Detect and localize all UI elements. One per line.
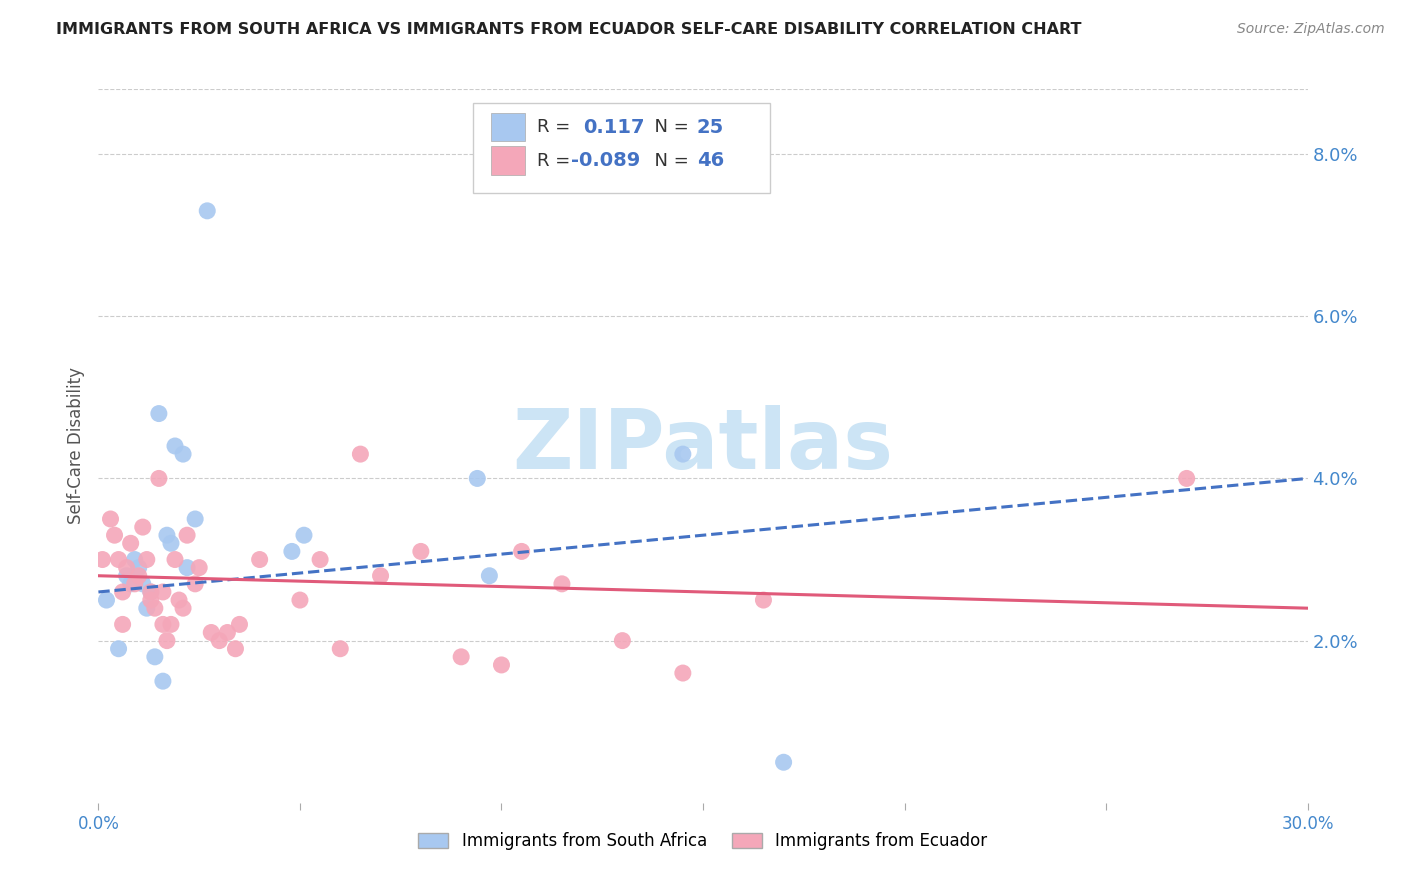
Point: [139, 593, 162, 607]
Point: [752, 593, 775, 607]
Point: [309, 552, 332, 566]
Text: R =: R =: [537, 118, 576, 136]
Point: [478, 568, 501, 582]
Point: [103, 528, 125, 542]
Point: [152, 617, 174, 632]
Point: [135, 601, 157, 615]
Point: [143, 649, 166, 664]
Point: [124, 577, 146, 591]
Point: [156, 528, 179, 542]
Point: [288, 593, 311, 607]
Point: [148, 471, 170, 485]
Point: [370, 568, 392, 582]
Point: [107, 641, 129, 656]
FancyBboxPatch shape: [492, 112, 526, 141]
Point: [160, 617, 183, 632]
Point: [135, 552, 157, 566]
Y-axis label: Self-Care Disability: Self-Care Disability: [66, 368, 84, 524]
Text: N =: N =: [643, 118, 695, 136]
Point: [672, 666, 695, 681]
Text: ZIPatlas: ZIPatlas: [513, 406, 893, 486]
Point: [409, 544, 432, 558]
Text: 46: 46: [697, 151, 724, 170]
Point: [292, 528, 315, 542]
Point: [152, 674, 174, 689]
Point: [139, 585, 162, 599]
Point: [281, 544, 304, 558]
Point: [224, 641, 246, 656]
Point: [111, 617, 134, 632]
Point: [612, 633, 634, 648]
Text: 0.117: 0.117: [583, 118, 645, 136]
Legend: Immigrants from South Africa, Immigrants from Ecuador: Immigrants from South Africa, Immigrants…: [411, 824, 995, 859]
Point: [195, 203, 218, 218]
Text: Source: ZipAtlas.com: Source: ZipAtlas.com: [1237, 22, 1385, 37]
Point: [124, 552, 146, 566]
Point: [200, 625, 222, 640]
Point: [176, 560, 198, 574]
Point: [184, 512, 207, 526]
Point: [249, 552, 271, 566]
Text: N =: N =: [643, 152, 695, 169]
Point: [349, 447, 371, 461]
Point: [107, 552, 129, 566]
Point: [100, 512, 122, 526]
Point: [132, 520, 155, 534]
Point: [96, 593, 118, 607]
Point: [143, 601, 166, 615]
Point: [160, 536, 183, 550]
Point: [1175, 471, 1198, 485]
Point: [163, 552, 186, 566]
Point: [132, 577, 155, 591]
Point: [772, 756, 794, 770]
Text: IMMIGRANTS FROM SOUTH AFRICA VS IMMIGRANTS FROM ECUADOR SELF-CARE DISABILITY COR: IMMIGRANTS FROM SOUTH AFRICA VS IMMIGRAN…: [56, 22, 1081, 37]
Point: [329, 641, 352, 656]
Point: [491, 657, 513, 672]
Point: [115, 560, 138, 574]
Point: [217, 625, 239, 640]
Point: [510, 544, 533, 558]
Point: [128, 568, 150, 582]
Point: [115, 568, 138, 582]
Text: -0.089: -0.089: [571, 151, 641, 170]
Point: [184, 577, 207, 591]
Point: [167, 593, 190, 607]
Point: [111, 585, 134, 599]
Point: [188, 560, 211, 574]
Point: [91, 552, 114, 566]
Text: R =: R =: [537, 152, 576, 169]
FancyBboxPatch shape: [474, 103, 769, 193]
Point: [139, 585, 162, 599]
Point: [465, 471, 488, 485]
Point: [120, 536, 142, 550]
Point: [172, 601, 194, 615]
Point: [672, 447, 695, 461]
Point: [120, 577, 142, 591]
Point: [156, 633, 179, 648]
Point: [551, 577, 574, 591]
Point: [152, 585, 174, 599]
Point: [148, 407, 170, 421]
Point: [208, 633, 231, 648]
Text: 25: 25: [697, 118, 724, 136]
Point: [128, 560, 150, 574]
Point: [228, 617, 250, 632]
FancyBboxPatch shape: [492, 146, 526, 175]
Point: [450, 649, 472, 664]
Point: [163, 439, 186, 453]
Point: [176, 528, 198, 542]
Point: [172, 447, 194, 461]
